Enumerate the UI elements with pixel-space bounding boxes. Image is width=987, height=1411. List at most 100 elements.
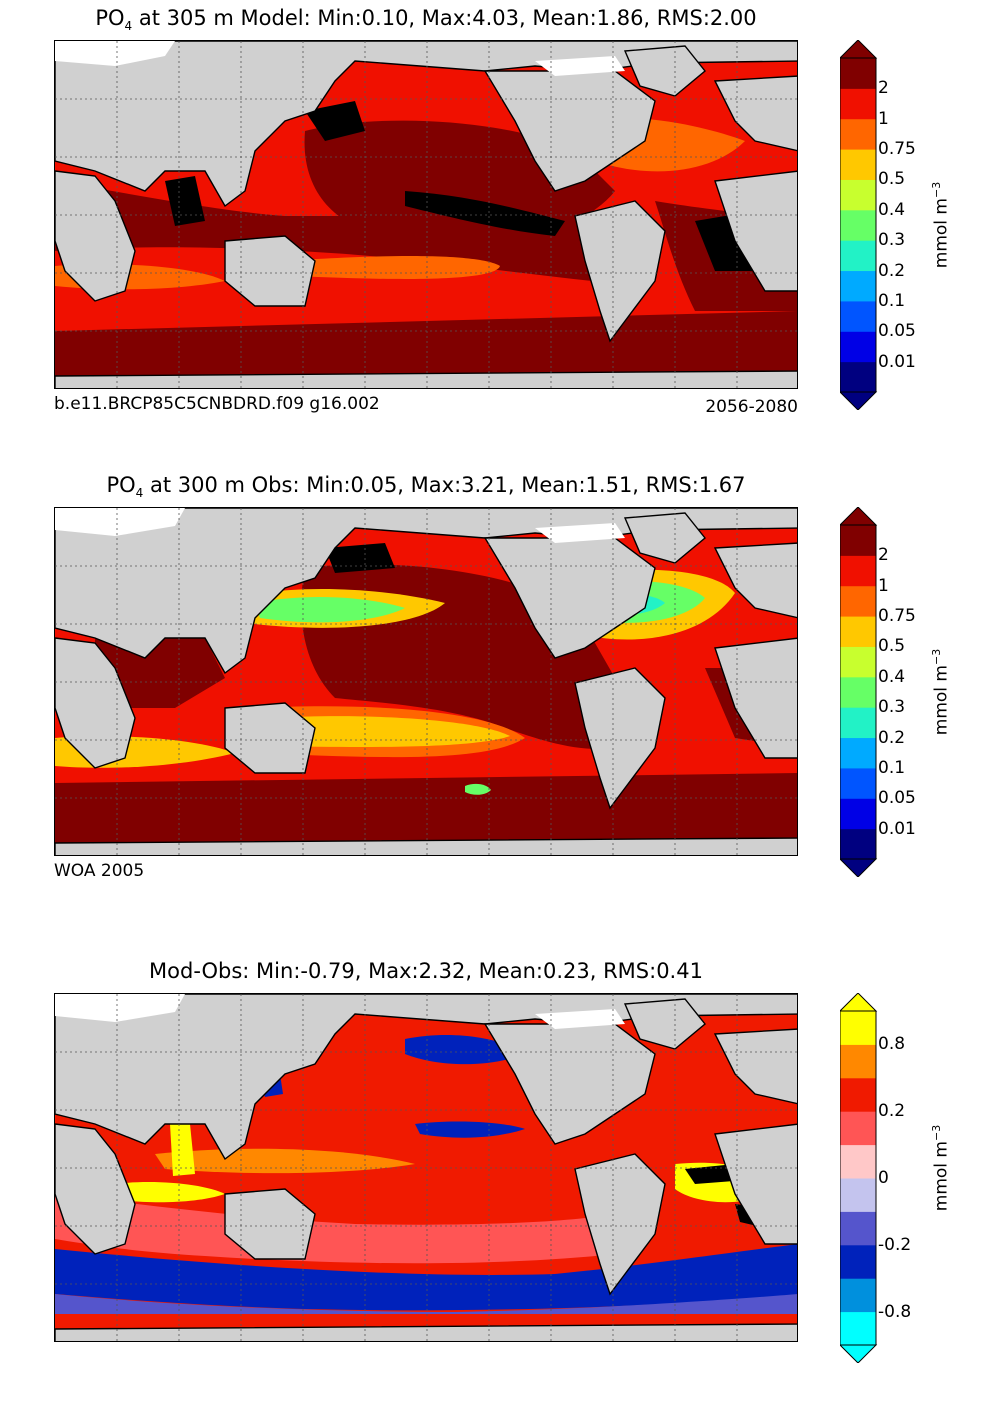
colorbar-segment <box>840 118 876 150</box>
colorbar-tick-label: 0.4 <box>878 666 906 687</box>
colorbar-segment <box>840 798 876 830</box>
colorbar-segment <box>840 240 876 272</box>
colorbar-segment <box>840 1044 876 1079</box>
model-kamchatka-black <box>305 101 365 141</box>
model-gridlines <box>55 41 797 388</box>
diff-eq-pacific-blue <box>415 1121 525 1138</box>
colorbar-segment <box>840 1211 876 1246</box>
diff-south-pink <box>55 1194 615 1264</box>
colorbar-segment <box>840 149 876 180</box>
colorbar-segment <box>840 1011 876 1045</box>
diff-panel: Mod-Obs: Min:-0.79, Max:2.32, Mean:0.23,… <box>0 953 987 1411</box>
colorbar-segment <box>840 1311 876 1346</box>
obs-north-pacific-green <box>255 596 405 623</box>
colorbar-tick-label: 2 <box>878 545 889 566</box>
model-colorbar <box>840 40 880 410</box>
colorbar-segment <box>840 58 876 89</box>
obs-colorbar-unit: mmol m−3 <box>930 648 952 736</box>
obs-gridlines <box>55 508 797 855</box>
diff-southern-purple <box>55 1294 797 1314</box>
colorbar-tick-label: -0.8 <box>878 1301 912 1322</box>
colorbar-segment <box>840 676 876 708</box>
obs-source: WOA 2005 <box>54 861 145 881</box>
colorbar-segment <box>840 646 876 678</box>
colorbar-segment <box>840 1178 876 1212</box>
diff-southern-blue <box>55 1244 797 1311</box>
model-arabian-black <box>165 176 205 226</box>
colorbar-tick-label: 0.05 <box>878 788 916 809</box>
colorbar-tick-label: 0.05 <box>878 321 916 342</box>
colorbar-segment <box>840 270 876 302</box>
model-ice <box>55 41 625 76</box>
obs-subtropical-pacific-yellow <box>275 716 510 747</box>
obs-indian-dark <box>95 638 225 708</box>
colorbar-extend-low <box>840 1344 878 1363</box>
obs-arctic-black <box>325 543 395 573</box>
colorbar-tick-label: 0.2 <box>878 727 906 748</box>
colorbar-segment <box>840 88 876 120</box>
colorbar-tick-label: 0 <box>878 1168 889 1188</box>
colorbar-segment <box>840 179 876 211</box>
colorbar-tick-label: 0.75 <box>878 139 916 160</box>
colorbar-extend-low <box>840 391 878 410</box>
colorbar-segment <box>840 707 876 739</box>
model-title: PO4 at 305 m Model: Min:0.10, Max:4.03, … <box>95 6 757 34</box>
colorbar-tick-label: 0.1 <box>878 757 906 778</box>
diff-north-pacific-blue <box>405 1034 525 1065</box>
model-panel: PO4 at 305 m Model: Min:0.10, Max:4.03, … <box>0 0 987 458</box>
colorbar-segment <box>840 1077 876 1112</box>
colorbar-segment <box>840 300 876 332</box>
colorbar-extend-high <box>840 507 878 526</box>
colorbar-segment <box>840 555 876 587</box>
colorbar-tick-label: 0.1 <box>878 290 906 311</box>
colorbar-tick-label: 2 <box>878 78 889 99</box>
colorbar-tick-label: 0.8 <box>878 1034 906 1055</box>
diff-land <box>55 994 797 1341</box>
obs-ice <box>55 508 625 543</box>
land-south-america <box>574 200 666 343</box>
model-period: 2056-2080 <box>705 397 798 417</box>
colorbar-tick-label: 0.3 <box>878 697 906 718</box>
colorbar-tick-label: 1 <box>878 575 889 596</box>
diff-title: Mod-Obs: Min:-0.79, Max:2.32, Mean:0.23,… <box>149 959 703 983</box>
colorbar-tick-label: 0.5 <box>878 636 906 657</box>
colorbar-segment <box>840 209 876 241</box>
model-colorbar-unit: mmol m−3 <box>930 181 952 269</box>
colorbar-tick-label: 0.2 <box>878 260 906 281</box>
colorbar-tick-label: 0.4 <box>878 199 906 220</box>
colorbar-tick-label: 0.75 <box>878 606 916 627</box>
obs-land <box>55 508 797 855</box>
model-map <box>54 40 798 389</box>
colorbar-segment <box>840 585 876 617</box>
colorbar-segment <box>840 361 876 393</box>
obs-map <box>54 507 798 856</box>
colorbar-tick-label: 0.3 <box>878 230 906 251</box>
colorbar-segment <box>840 331 876 363</box>
land-africa <box>55 170 136 302</box>
colorbar-tick-label: -0.2 <box>878 1234 912 1255</box>
model-equatorial-dark <box>55 181 645 286</box>
colorbar-tick-label: 0.01 <box>878 351 916 372</box>
land-australia <box>224 235 316 307</box>
colorbar-segment <box>840 828 876 860</box>
colorbar-tick-label: 1 <box>878 108 889 129</box>
colorbar-tick-label: 0.2 <box>878 1101 906 1122</box>
diff-orange-bands <box>155 1148 415 1174</box>
diff-colorbar <box>840 993 880 1363</box>
diff-yellow-arabian <box>170 1124 195 1176</box>
colorbar-segment <box>840 525 876 556</box>
diff-colorbar-unit: mmol m−3 <box>930 1124 952 1212</box>
colorbar-tick-label: 0.5 <box>878 169 906 190</box>
colorbar-extend-high <box>840 40 878 59</box>
land-africa-east <box>714 170 797 292</box>
colorbar-extend-low <box>840 858 878 877</box>
model-run-id: b.e11.BRCP85C5CNBDRD.f09 g16.002 <box>54 394 380 414</box>
colorbar-segment <box>840 767 876 799</box>
colorbar-segment <box>840 737 876 769</box>
model-omz-black <box>405 191 565 236</box>
land-north-america <box>483 70 656 192</box>
diff-map <box>54 993 798 1342</box>
obs-panel: PO4 at 300 m Obs: Min:0.05, Max:3.21, Me… <box>0 467 987 925</box>
diff-gridlines <box>55 994 797 1341</box>
colorbar-extend-high <box>840 993 878 1012</box>
